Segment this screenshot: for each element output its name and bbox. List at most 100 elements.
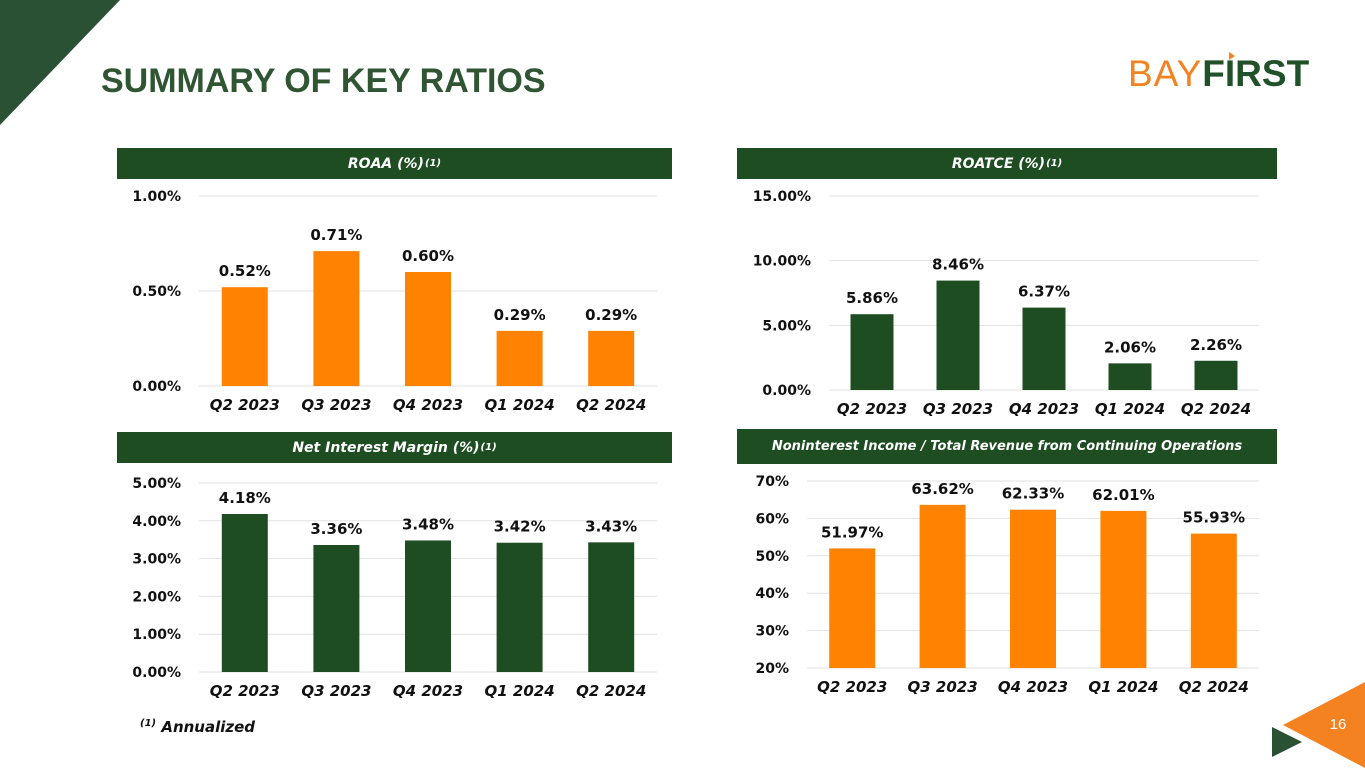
logo-text-first: FIRST — [1202, 52, 1310, 94]
roatce-xtick-label: Q1 2024 — [1095, 400, 1165, 418]
nonint-ytick-label: 20% — [755, 661, 789, 677]
nim-bar — [405, 540, 451, 672]
roatce-bar — [1108, 363, 1152, 390]
roaa-header: ROAA (%) (1) — [117, 148, 672, 179]
roatce-bar — [850, 314, 894, 390]
roaa-title: ROAA (%) — [347, 155, 424, 172]
nonint-chart: 20% 30% 40% 50% 60% 70% 51.97% Q2 2023 63.62% Q3 … — [737, 464, 1277, 704]
nim-ytick-label: 0.00% — [132, 665, 181, 681]
nonint-xtick-label: Q4 2023 — [998, 678, 1068, 696]
bayfirst-logo: BAY FIRST — [1128, 48, 1309, 94]
nim-data-label: 3.48% — [402, 515, 454, 533]
roaa-bar — [588, 330, 635, 386]
footnote: (1) Annualized — [140, 718, 255, 736]
roatce-bar — [1194, 360, 1238, 390]
roaa-chart-svg: 0.00% 0.50% 1.00% 0.52% Q2 2023 0.71% Q3 2023 0… — [132, 189, 657, 414]
roatce-bar — [1022, 307, 1066, 390]
nonint-data-label: 62.01% — [1092, 486, 1154, 504]
roatce-data-label: 6.37% — [1018, 283, 1070, 301]
nim-xtick-label: Q3 2023 — [301, 682, 371, 700]
roatce-ytick-label: 15.00% — [753, 189, 811, 205]
roatce-bar — [936, 280, 980, 390]
nonint-ytick-label: 60% — [755, 511, 789, 527]
roatce-xtick-label: Q4 2023 — [1009, 400, 1079, 418]
nonint-chart-svg: 20% 30% 40% 50% 60% 70% 51.97% Q2 2023 63.62% Q3 … — [755, 474, 1259, 696]
roaa-ytick-label: 1.00% — [132, 189, 181, 205]
nonint-data-label: 62.33% — [1002, 485, 1064, 503]
nonint-bar — [919, 504, 966, 668]
roaa-title-sup: (1) — [424, 158, 442, 169]
nonint-ytick-label: 30% — [755, 624, 789, 640]
roatce-header: ROATCE (%) (1) — [737, 148, 1277, 179]
nonint-header: Noninterest Income / Total Revenue from … — [737, 429, 1277, 464]
roaa-data-label: 0.60% — [402, 247, 454, 265]
nim-xtick-label: Q4 2023 — [393, 682, 463, 700]
nonint-data-label: 51.97% — [821, 523, 883, 541]
nim-data-label: 4.18% — [219, 489, 271, 507]
nonint-bar — [1100, 510, 1147, 668]
nim-ytick-label: 4.00% — [132, 514, 181, 530]
roaa-xtick-label: Q1 2024 — [485, 396, 555, 414]
corner-decoration — [0, 0, 120, 125]
nonint-bar — [1010, 509, 1056, 668]
roaa-bar — [405, 272, 451, 386]
roatce-data-label: 2.26% — [1190, 336, 1242, 354]
roaa-xtick-label: Q2 2024 — [576, 396, 646, 414]
roaa-xtick-label: Q4 2023 — [393, 396, 463, 414]
roaa-xtick-label: Q2 2023 — [210, 396, 280, 414]
roatce-data-label: 2.06% — [1104, 338, 1156, 356]
roatce-xtick-label: Q2 2023 — [837, 400, 907, 418]
roatce-chart-svg: 0.00% 5.00% 10.00% 15.00% 5.86% Q2 2023 8.46% Q… — [753, 189, 1259, 418]
nonint-bar — [829, 548, 876, 668]
nonint-xtick-label: Q2 2023 — [817, 678, 887, 696]
nonint-ytick-label: 70% — [755, 474, 789, 490]
nim-title: Net Interest Margin (%) — [292, 439, 480, 456]
roaa-data-label: 0.52% — [219, 262, 271, 280]
play-arrow-icon — [1272, 727, 1302, 757]
nonint-xtick-label: Q2 2024 — [1179, 678, 1249, 696]
nonint-data-label: 63.62% — [911, 480, 973, 498]
roaa-ytick-label: 0.00% — [132, 379, 181, 395]
nim-xtick-label: Q1 2024 — [485, 682, 555, 700]
logo-text-bay: BAY — [1128, 53, 1203, 94]
roatce-ytick-label: 5.00% — [762, 318, 811, 334]
nonint-xtick-label: Q3 2023 — [908, 678, 978, 696]
nim-ytick-label: 1.00% — [132, 627, 181, 643]
nonint-xtick-label: Q1 2024 — [1088, 678, 1158, 696]
corner-orange-decoration — [1283, 682, 1365, 768]
logo-spark-icon — [1229, 52, 1236, 60]
roatce-data-label: 5.86% — [846, 289, 898, 307]
roatce-xtick-label: Q3 2023 — [923, 400, 993, 418]
footnote-text: Annualized — [161, 718, 256, 736]
nim-bar — [496, 542, 543, 672]
page-number: 16 — [1329, 716, 1347, 733]
nim-bar — [221, 513, 268, 672]
roaa-ytick-label: 0.50% — [132, 284, 181, 300]
roaa-bar — [313, 251, 360, 386]
roaa-data-label: 0.29% — [585, 306, 637, 324]
nim-data-label: 3.42% — [494, 518, 546, 536]
roatce-ytick-label: 0.00% — [762, 383, 811, 399]
nim-data-label: 3.36% — [310, 520, 362, 538]
nim-data-label: 3.43% — [585, 517, 637, 535]
roaa-chart: 0.00% 0.50% 1.00% 0.52% Q2 2023 0.71% Q3 2023 0… — [117, 180, 672, 420]
roaa-data-label: 0.71% — [310, 226, 362, 244]
nim-chart-svg: 0.00% 1.00% 2.00% 3.00% 4.00% 5.00% 4.18% Q2 20… — [132, 476, 657, 700]
roaa-bar — [221, 287, 268, 386]
roaa-xtick-label: Q3 2023 — [301, 396, 371, 414]
nonint-ytick-label: 40% — [755, 586, 789, 602]
roatce-title: ROATCE (%) — [951, 155, 1046, 172]
page-title: SUMMARY OF KEY RATIOS — [101, 62, 546, 100]
nim-header: Net Interest Margin (%) (1) — [117, 432, 672, 463]
nim-ytick-label: 3.00% — [132, 552, 181, 568]
roatce-ytick-label: 10.00% — [753, 254, 811, 270]
nim-xtick-label: Q2 2023 — [210, 682, 280, 700]
nonint-bar — [1190, 533, 1237, 668]
nim-bar — [313, 544, 360, 672]
nonint-title: Noninterest Income / Total Revenue from … — [771, 439, 1243, 454]
nim-xtick-label: Q2 2024 — [576, 682, 646, 700]
roatce-data-label: 8.46% — [932, 256, 984, 274]
nim-chart: 0.00% 1.00% 2.00% 3.00% 4.00% 5.00% 4.18% Q2 20… — [117, 464, 672, 709]
nim-bar — [588, 542, 635, 672]
nim-ytick-label: 2.00% — [132, 589, 181, 605]
